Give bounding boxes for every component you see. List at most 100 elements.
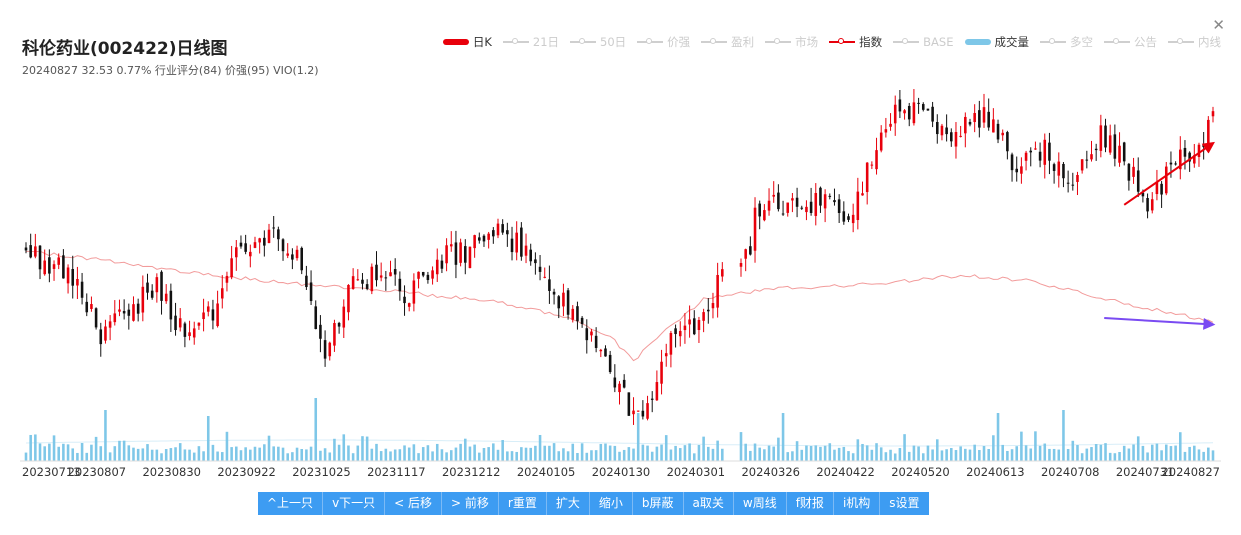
x-tick-label: 20230807 (68, 465, 127, 479)
volume-bar (711, 448, 715, 461)
candle-body (412, 280, 416, 304)
legend-item[interactable]: 价强 (637, 34, 690, 50)
candle-body (622, 379, 626, 388)
candle-body (543, 276, 547, 278)
legend-label: 市场 (795, 35, 819, 49)
candle-body (1104, 125, 1107, 148)
volume-bar (407, 447, 411, 461)
legend-item[interactable]: 内线 (1168, 34, 1221, 50)
candle-body (1076, 174, 1079, 182)
weekly-button[interactable]: w周线 (733, 492, 787, 515)
volume-bar (1146, 452, 1149, 461)
candle-body (655, 382, 659, 401)
reset-button[interactable]: r重置 (498, 492, 547, 515)
institution-button[interactable]: i机构 (833, 492, 881, 515)
volume-bar (1207, 447, 1210, 461)
candle-body (1174, 163, 1177, 165)
volume-bar (884, 452, 888, 461)
candle-body (206, 306, 210, 312)
volume-bar (552, 443, 556, 461)
volume-bar (323, 448, 327, 461)
volume-bar (907, 451, 911, 461)
candle-body (132, 304, 135, 321)
legend-line-icon (637, 36, 664, 48)
x-tick-label: 20240827 (1161, 465, 1220, 479)
volume-bar (43, 446, 46, 461)
volume-bar (1006, 450, 1009, 461)
candle-body (842, 211, 846, 222)
candle-body (786, 202, 790, 213)
candle-body (1150, 199, 1154, 211)
legend-item[interactable]: 多空 (1040, 34, 1093, 50)
volume-bar (99, 446, 103, 461)
legend-item[interactable]: 指数 (829, 34, 882, 50)
candle-body (1038, 151, 1042, 161)
volume-bar (62, 443, 65, 461)
legend-item[interactable]: 市场 (765, 34, 818, 50)
candle-body (828, 195, 832, 197)
candle-body (889, 123, 892, 127)
volume-bar (412, 444, 416, 461)
volume-bar (389, 451, 392, 461)
volume-bar (959, 446, 962, 461)
unfollow-button[interactable]: a取关 (683, 492, 734, 515)
volume-bar (417, 453, 420, 461)
legend-item[interactable]: 成交量 (964, 34, 1029, 50)
volume-bar (361, 436, 364, 461)
candle-body (1164, 166, 1168, 194)
legend-label: 50日 (600, 35, 627, 49)
x-tick-label: 20230713 (22, 465, 81, 479)
candle-body (426, 274, 430, 281)
volume-bar (510, 451, 514, 461)
volume-bar (506, 451, 509, 461)
volume-bar (1062, 410, 1065, 461)
candle-body (478, 237, 481, 241)
candle-body (370, 266, 374, 292)
legend-item[interactable]: 50日 (570, 34, 626, 50)
legend-item[interactable]: 21日 (502, 34, 559, 50)
candle-body (440, 260, 444, 269)
candle-body (188, 332, 191, 337)
volume-bar (1164, 444, 1168, 461)
candle-body (847, 216, 850, 220)
candle-body (987, 111, 990, 128)
volume-bar (1099, 444, 1103, 461)
zoom-out-button[interactable]: 缩小 (589, 492, 633, 515)
candle-body (1024, 152, 1028, 161)
prev-stock-button[interactable]: ^上一只 (258, 492, 324, 515)
close-icon[interactable]: ✕ (1212, 16, 1225, 34)
volume-bar (515, 451, 518, 461)
candle-body (1001, 132, 1004, 136)
volume-bar (426, 445, 430, 461)
move-back-button[interactable]: < 后移 (385, 492, 443, 515)
x-tick-label: 20230830 (142, 465, 201, 479)
candle-body (978, 110, 981, 128)
volume-bar (678, 448, 682, 461)
candle-body (379, 275, 383, 278)
volume-bar (683, 445, 687, 461)
candle-body (805, 206, 808, 213)
zoom-in-button[interactable]: 扩大 (546, 492, 590, 515)
move-forward-button[interactable]: > 前移 (442, 492, 499, 515)
legend-item[interactable]: 公告 (1104, 34, 1157, 50)
financial-report-button[interactable]: f财报 (786, 492, 834, 515)
volume-bar (935, 439, 939, 461)
volume-bar (463, 438, 467, 461)
next-stock-button[interactable]: v下一只 (323, 492, 386, 515)
volume-bar (819, 446, 822, 461)
candle-body (753, 207, 757, 251)
candle-body (870, 164, 874, 166)
settings-button[interactable]: s设置 (880, 492, 929, 515)
volume-bar (52, 435, 56, 461)
volume-bar (697, 444, 701, 461)
block-button[interactable]: b屏蔽 (632, 492, 684, 515)
x-tick-label: 20240105 (517, 465, 576, 479)
volume-bar (202, 451, 205, 461)
legend-item[interactable]: 日K (442, 34, 492, 50)
volume-bar (482, 447, 486, 461)
legend-item[interactable]: 盈利 (701, 34, 754, 50)
volume-bar (132, 447, 135, 461)
legend-item[interactable]: BASE (893, 35, 954, 49)
volume-bar (478, 452, 481, 461)
